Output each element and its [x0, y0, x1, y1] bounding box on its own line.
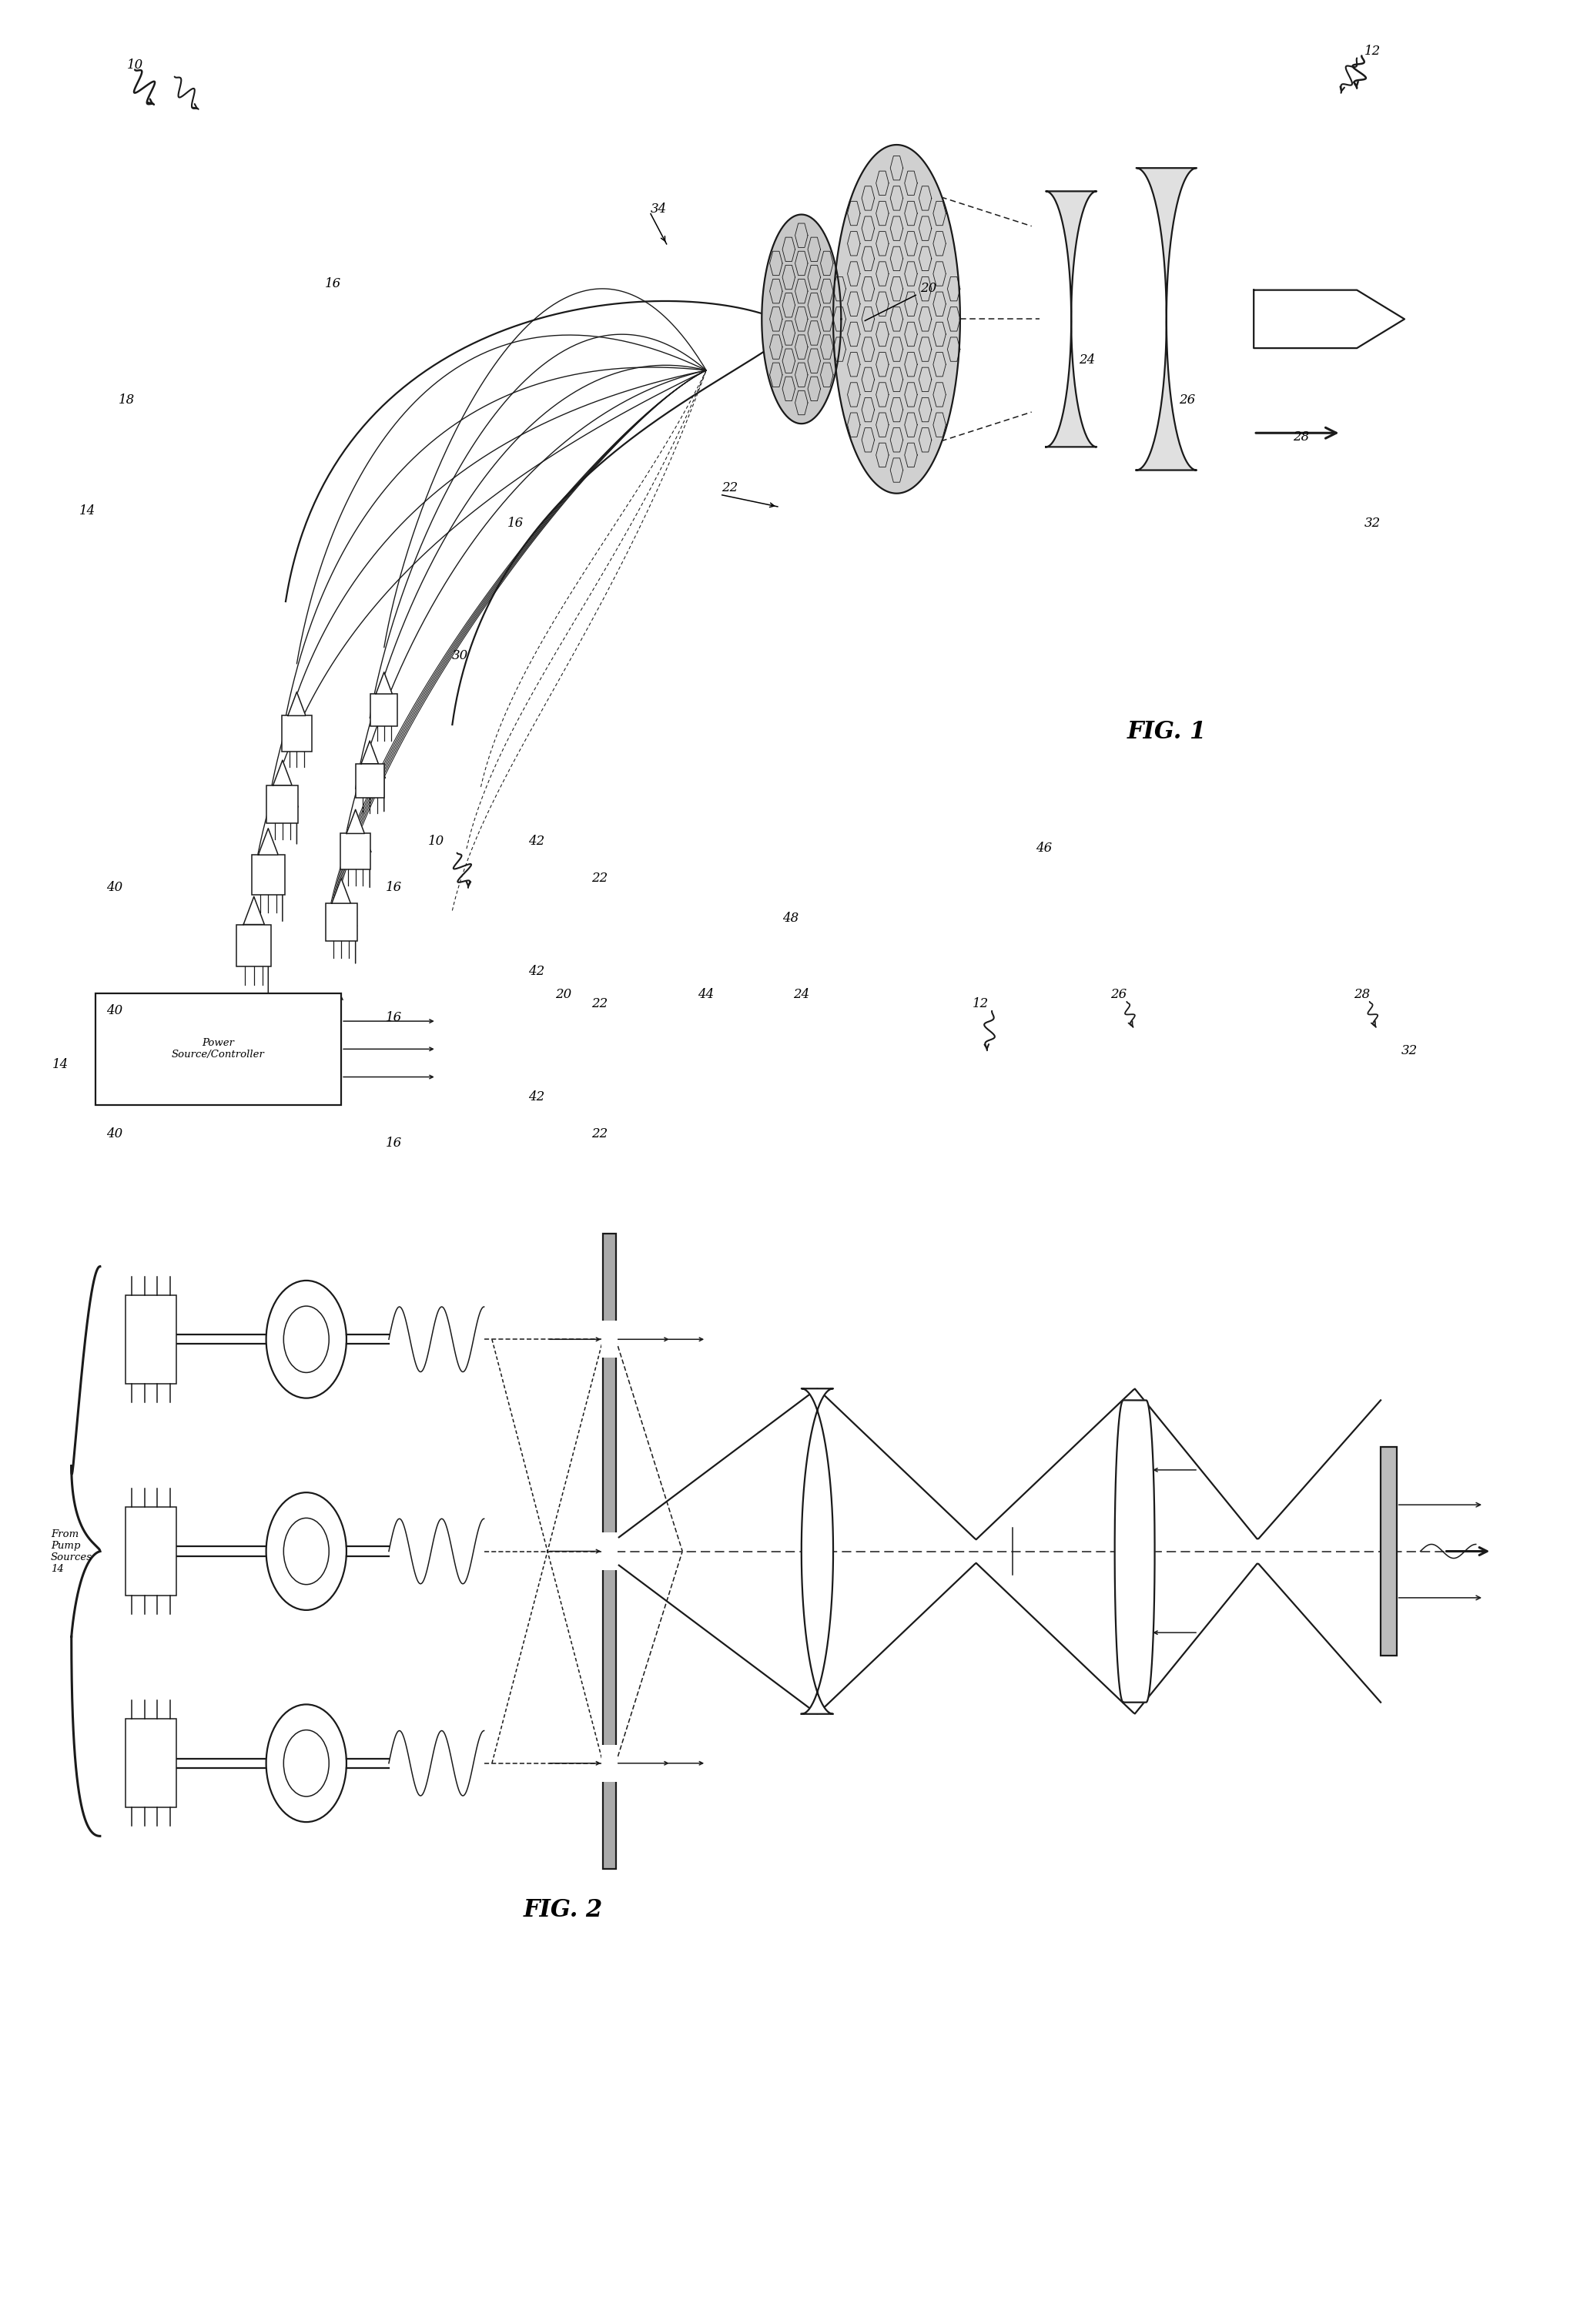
Text: 16: 16 [386, 881, 402, 895]
Text: 10: 10 [428, 834, 444, 848]
Circle shape [267, 1281, 346, 1399]
Text: 22: 22 [592, 1127, 608, 1141]
Bar [355, 765, 384, 797]
Text: 22: 22 [592, 997, 608, 1011]
Text: 16: 16 [386, 1136, 402, 1150]
Bar [282, 716, 311, 751]
Circle shape [267, 1492, 346, 1611]
Polygon shape [1136, 167, 1197, 469]
Bar [341, 834, 370, 869]
Text: 42: 42 [528, 964, 544, 978]
Polygon shape [1254, 290, 1404, 349]
Text: 46: 46 [1036, 841, 1052, 855]
Text: 28: 28 [1293, 430, 1309, 444]
Text: FIG. 2: FIG. 2 [524, 1899, 603, 1922]
Bar [601, 1745, 617, 1783]
Text: 14: 14 [52, 1057, 68, 1071]
Text: 16: 16 [386, 1011, 402, 1025]
Bar [603, 1234, 616, 1868]
Text: 26: 26 [1179, 393, 1195, 407]
Text: 42: 42 [528, 1090, 544, 1104]
Bar [601, 1534, 617, 1571]
Text: 20: 20 [920, 281, 936, 295]
Text: 40: 40 [106, 1127, 122, 1141]
Polygon shape [762, 214, 841, 423]
Polygon shape [346, 809, 365, 834]
Text: 28: 28 [1354, 988, 1370, 1002]
Polygon shape [833, 144, 960, 493]
Bar [125, 1508, 176, 1594]
Text: 40: 40 [106, 1004, 122, 1018]
Bar [125, 1294, 176, 1383]
Polygon shape [332, 878, 351, 904]
Bar [325, 904, 357, 941]
Polygon shape [287, 693, 306, 716]
Text: 48: 48 [782, 911, 798, 925]
Text: 30: 30 [452, 648, 468, 662]
Polygon shape [362, 741, 378, 765]
Bar [370, 695, 398, 727]
Bar [95, 992, 341, 1104]
Text: 24: 24 [1079, 353, 1095, 367]
Bar [252, 855, 284, 895]
Bar [1381, 1446, 1397, 1655]
Polygon shape [1114, 1399, 1155, 1701]
Text: 44: 44 [698, 988, 714, 1002]
Polygon shape [243, 897, 265, 925]
Text: 26: 26 [1111, 988, 1127, 1002]
Polygon shape [1046, 191, 1097, 446]
Polygon shape [376, 672, 392, 695]
Bar [236, 925, 271, 967]
Text: 24: 24 [794, 988, 809, 1002]
Text: 32: 32 [1365, 516, 1381, 530]
Text: 18: 18 [119, 393, 135, 407]
Text: From
Pump
Sources
14: From Pump Sources 14 [51, 1529, 92, 1573]
Text: 10: 10 [127, 58, 143, 72]
Text: 22: 22 [722, 481, 738, 495]
Polygon shape [259, 827, 278, 855]
Circle shape [267, 1703, 346, 1822]
Text: Power
Source/Controller: Power Source/Controller [171, 1039, 265, 1060]
Bar [267, 786, 298, 823]
Text: 16: 16 [325, 277, 341, 290]
Text: 42: 42 [528, 834, 544, 848]
Text: 14: 14 [79, 504, 95, 518]
Bar [601, 1320, 617, 1357]
Text: 16: 16 [508, 516, 524, 530]
Text: 32: 32 [1401, 1043, 1417, 1057]
Text: 34: 34 [651, 202, 667, 216]
Polygon shape [273, 760, 292, 786]
Text: 12: 12 [1365, 44, 1381, 58]
Text: 22: 22 [592, 872, 608, 885]
Text: 12: 12 [973, 997, 989, 1011]
Text: FIG. 1: FIG. 1 [1127, 720, 1206, 744]
Text: 40: 40 [106, 881, 122, 895]
Text: 20: 20 [555, 988, 571, 1002]
Polygon shape [801, 1387, 833, 1715]
Bar [125, 1720, 176, 1808]
